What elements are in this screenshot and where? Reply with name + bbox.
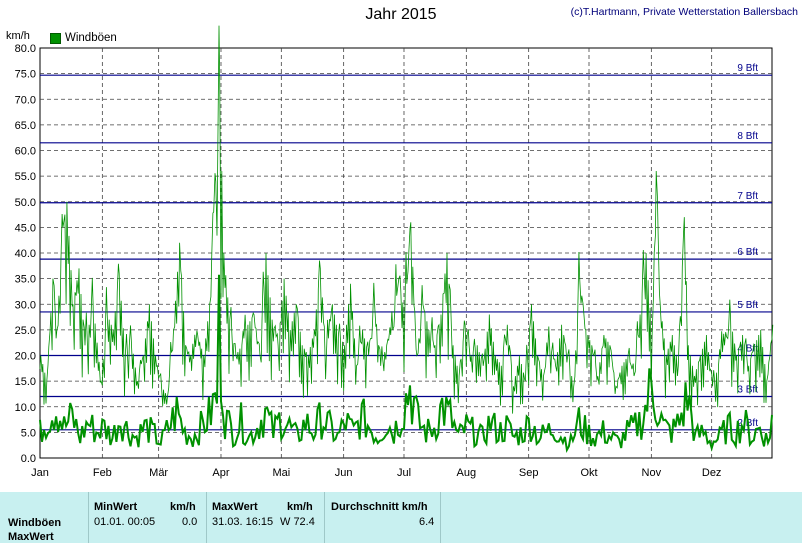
beaufort-label: 9 Bft	[737, 63, 758, 74]
summary-table: MinWert km/h MaxWert km/h Durchschnitt k…	[0, 492, 802, 543]
header-maxwert: MaxWert	[212, 501, 258, 513]
min-time: 01.01. 00:05	[94, 516, 156, 528]
y-tick-label: 70.0	[15, 94, 36, 106]
y-tick-label: 0.0	[21, 453, 36, 465]
y-tick-label: 80.0	[15, 43, 36, 55]
x-tick-label: Jun	[335, 467, 353, 479]
y-axis-ticks: 0.0 5.0 10.0 15.0 20.0 25.0 30.0 35.0 40.0 45.0 50…	[15, 43, 36, 465]
table-separator	[440, 492, 441, 543]
x-tick-label: Jul	[397, 467, 411, 479]
y-tick-label: 45.0	[15, 222, 36, 234]
x-tick-label: Nov	[642, 467, 662, 479]
x-tick-label: Feb	[93, 467, 112, 479]
copyright-text: (c)T.Hartmann, Private Wetterstation Bal…	[570, 6, 798, 18]
y-tick-label: 40.0	[15, 248, 36, 260]
header-mean: Durchschnitt km/h	[331, 501, 428, 513]
header-min-unit: km/h	[170, 501, 196, 513]
y-tick-label: 25.0	[15, 325, 36, 337]
grid-lines	[40, 48, 772, 458]
max-time: 31.03. 16:15	[212, 516, 274, 528]
series-line-mean	[39, 274, 773, 453]
row-label-windboeen: Windböen	[8, 517, 62, 529]
x-tick-label: Aug	[457, 467, 477, 479]
y-tick-label: 20.0	[15, 351, 36, 363]
min-value: 0.0	[182, 516, 198, 528]
x-tick-label: Sep	[519, 467, 539, 479]
y-tick-label: 10.0	[15, 402, 36, 414]
beaufort-label: 5 Bft	[737, 300, 758, 311]
chart-title: Jahr 2015	[365, 6, 437, 23]
beaufort-label: 7 Bft	[737, 191, 758, 202]
y-tick-label: 55.0	[15, 171, 36, 183]
series-line-gusts	[39, 25, 774, 414]
row-label-maxwert: MaxWert	[8, 531, 54, 543]
series-lines	[39, 25, 774, 453]
y-tick-label: 30.0	[15, 299, 36, 311]
beaufort-label: 3 Bft	[737, 385, 758, 396]
mean-value: 6.4	[419, 516, 435, 528]
table-separator	[206, 492, 207, 543]
beaufort-label: 8 Bft	[737, 131, 758, 142]
beaufort-label: 6 Bft	[737, 247, 758, 258]
x-tick-label: Okt	[580, 467, 597, 479]
x-axis-ticks: Jan Feb Mär Apr Mai Jun Jul Aug Sep Okt Nov Dez	[31, 467, 721, 479]
y-tick-label: 75.0	[15, 69, 36, 81]
x-tick-label: Jan	[31, 467, 49, 479]
y-tick-label: 60.0	[15, 146, 36, 158]
legend-label: Windböen	[65, 32, 117, 44]
header-minwert: MinWert	[94, 501, 138, 513]
x-tick-label: Mai	[272, 467, 290, 479]
max-value: W 72.4	[280, 516, 315, 528]
y-tick-label: 35.0	[15, 274, 36, 286]
table-separator	[88, 492, 89, 543]
table-separator	[324, 492, 325, 543]
y-tick-label: 65.0	[15, 120, 36, 132]
header-max-unit: km/h	[287, 501, 313, 513]
y-tick-label: 50.0	[15, 197, 36, 209]
x-tick-label: Mär	[149, 467, 168, 479]
legend-swatch	[50, 32, 61, 44]
x-tick-label: Apr	[212, 467, 229, 479]
y-tick-label: 15.0	[15, 376, 36, 388]
y-tick-label: 5.0	[21, 427, 36, 439]
beaufort-label: 4 Bft	[737, 344, 758, 355]
x-tick-label: Dez	[702, 467, 722, 479]
legend: Windböen	[50, 32, 117, 44]
y-axis-unit: km/h	[6, 30, 30, 42]
